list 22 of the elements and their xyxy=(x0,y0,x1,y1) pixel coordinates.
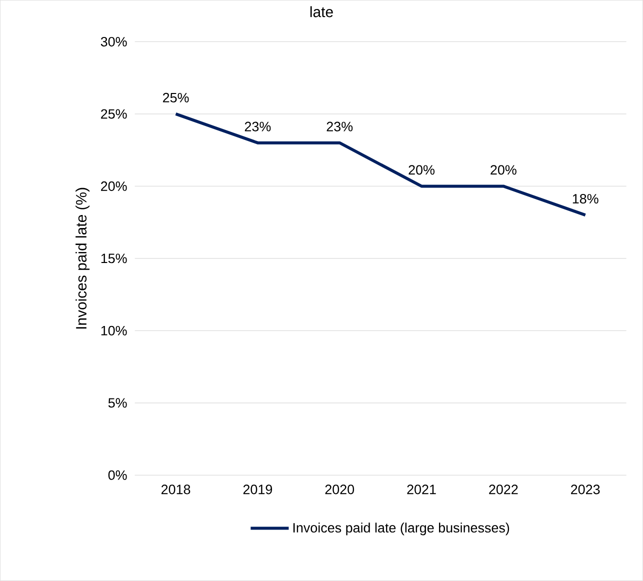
y-tick-label: 5% xyxy=(108,398,127,408)
y-axis-title: Invoices paid late (%) xyxy=(76,188,90,329)
data-label: 23% xyxy=(326,122,353,132)
data-label: 20% xyxy=(408,165,435,175)
y-tick-label: 20% xyxy=(101,181,127,191)
data-label: 20% xyxy=(490,165,516,175)
chart-title: late xyxy=(310,6,333,18)
x-tick-label: 2021 xyxy=(407,484,436,494)
y-tick-label: 25% xyxy=(101,109,127,119)
legend-label: Invoices paid late (large businesses) xyxy=(293,522,510,536)
y-tick-label: 0% xyxy=(108,470,127,480)
y-tick-label: 10% xyxy=(101,326,127,336)
x-tick-label: 2019 xyxy=(243,484,272,494)
x-tick-label: 2022 xyxy=(489,484,518,494)
y-tick-label: 15% xyxy=(101,254,127,264)
data-label: 18% xyxy=(572,194,598,204)
data-label: 25% xyxy=(162,92,189,102)
x-tick-label: 2023 xyxy=(571,484,600,494)
x-tick-label: 2020 xyxy=(325,484,354,494)
x-tick-label: 2018 xyxy=(161,484,190,494)
y-tick-label: 30% xyxy=(100,36,127,47)
data-label: 23% xyxy=(244,122,271,132)
